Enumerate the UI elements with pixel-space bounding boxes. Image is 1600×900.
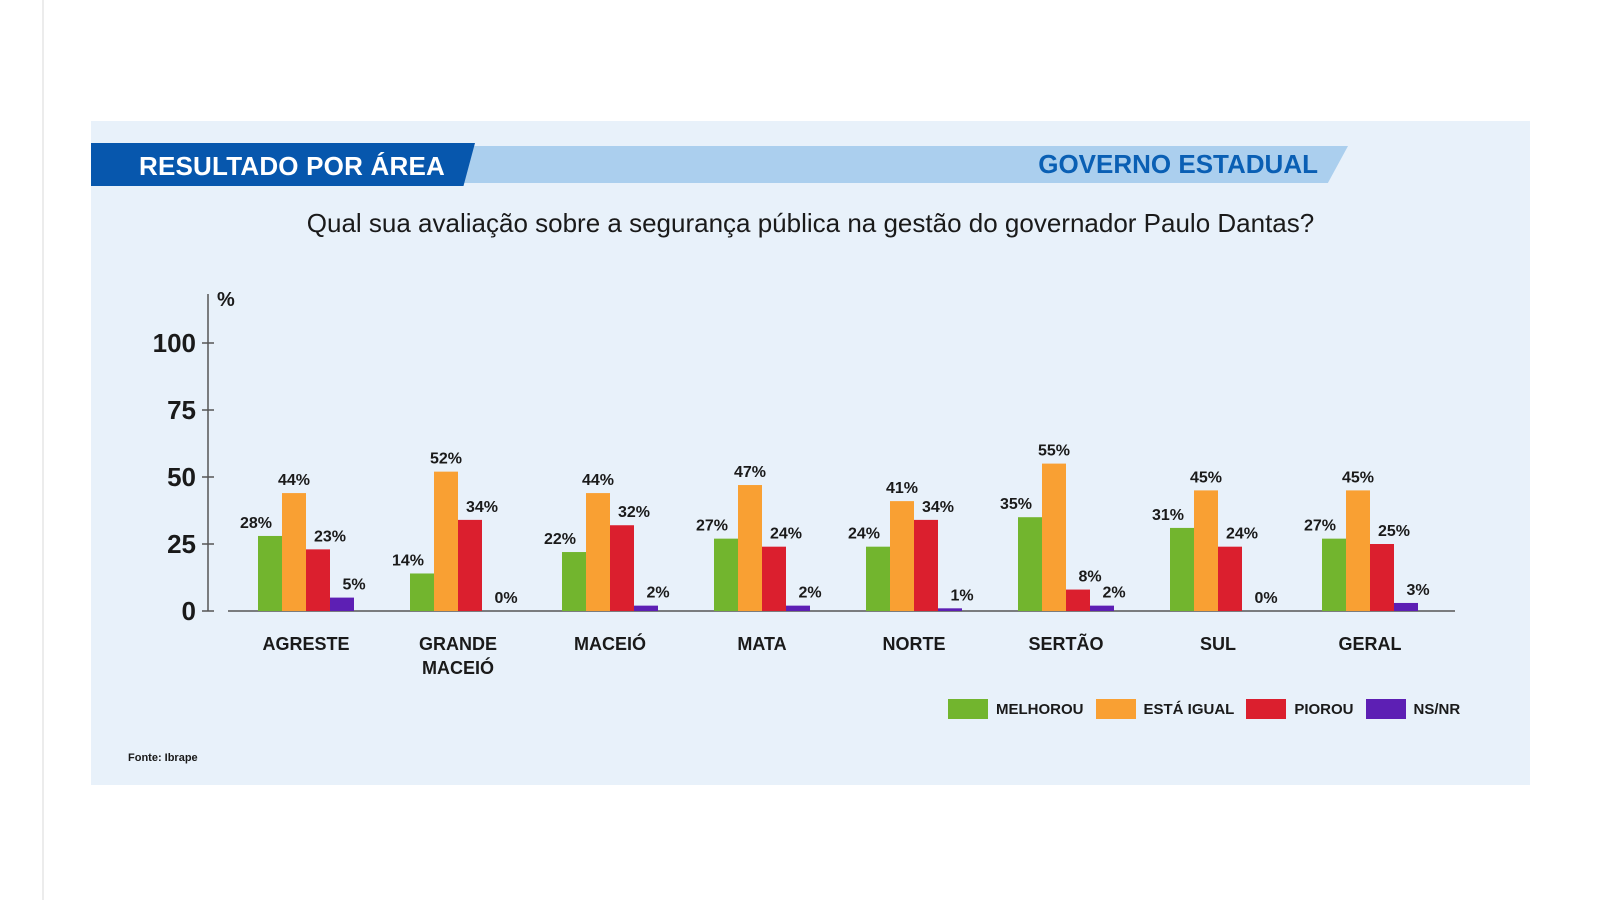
header-tab	[91, 143, 475, 186]
bar-data-label: 32%	[618, 504, 650, 521]
bar-data-label: 22%	[544, 531, 576, 548]
bar-data-label: 3%	[1406, 582, 1429, 599]
y-tick-label: 75	[167, 395, 196, 425]
bar-piorou	[1066, 589, 1090, 611]
bar-data-label: 34%	[466, 499, 498, 516]
bar-melhorou	[866, 546, 890, 611]
y-axis-unit-label: %	[217, 289, 235, 311]
bar-piorou	[458, 519, 482, 611]
legend-item: MELHOROU	[948, 699, 1084, 719]
chart-card	[91, 121, 1530, 785]
bar-data-label: 24%	[770, 526, 802, 543]
bar-piorou	[1218, 546, 1242, 611]
bar-piorou	[610, 525, 634, 611]
bar-data-label: 31%	[1152, 507, 1184, 524]
bar-est-igual	[586, 493, 610, 611]
legend-swatch	[1365, 699, 1406, 719]
x-category-label: MATA	[737, 634, 786, 654]
x-category-label: GERAL	[1339, 634, 1402, 654]
bar-melhorou	[714, 538, 738, 611]
bar-data-label: 41%	[886, 480, 918, 497]
legend-item: NS/NR	[1365, 699, 1461, 719]
bar-ns-nr	[1394, 602, 1418, 611]
x-category-label: SERTÃO	[1028, 633, 1103, 654]
bar-data-label: 27%	[696, 518, 728, 535]
legend-label: MELHOROU	[996, 700, 1084, 718]
x-category-label: MACEIÓ	[422, 657, 494, 678]
bar-ns-nr	[938, 608, 962, 611]
source-note: Fonte: Ibrape	[128, 752, 198, 764]
bar-data-label: 14%	[392, 552, 424, 569]
bar-data-label: 5%	[342, 577, 365, 594]
bar-melhorou	[1322, 538, 1346, 611]
bar-data-label: 25%	[1378, 523, 1410, 540]
bar-data-label: 1%	[950, 587, 973, 604]
survey-question: Qual sua avaliação sobre a segurança púb…	[306, 208, 1315, 238]
bar-est-igual	[434, 471, 458, 611]
x-category-label: AGRESTE	[262, 634, 349, 654]
bar-melhorou	[562, 552, 586, 611]
bar-data-label: 0%	[494, 590, 517, 607]
bar-data-label: 44%	[278, 472, 310, 489]
legend-item: PIOROU	[1246, 699, 1354, 719]
section-title: RESULTADO POR ÁREA	[139, 151, 445, 181]
bar-ns-nr	[786, 605, 810, 611]
bar-data-label: 47%	[734, 464, 766, 481]
x-category-label: MACEIÓ	[574, 633, 646, 654]
bar-ns-nr	[1090, 605, 1114, 611]
bar-data-label: 8%	[1078, 569, 1101, 586]
bar-data-label: 24%	[848, 526, 880, 543]
bar-piorou	[914, 519, 938, 611]
bar-melhorou	[1170, 527, 1194, 611]
x-category-label: GRANDE	[419, 634, 497, 654]
bar-est-igual	[1346, 490, 1370, 611]
y-tick-label: 100	[153, 328, 196, 358]
bar-piorou	[1370, 544, 1394, 611]
bar-data-label: 45%	[1342, 469, 1374, 486]
bar-melhorou	[410, 573, 434, 611]
bar-data-label: 45%	[1190, 469, 1222, 486]
legend-label: NS/NR	[1413, 700, 1461, 718]
bar-ns-nr	[634, 605, 658, 611]
legend-label: PIOROU	[1294, 700, 1354, 718]
legend-label: ESTÁ IGUAL	[1143, 700, 1235, 718]
legend-item: ESTÁ IGUAL	[1095, 699, 1235, 719]
bar-est-igual	[738, 485, 762, 611]
bar-piorou	[306, 549, 330, 611]
bar-data-label: 2%	[646, 585, 669, 602]
bar-data-label: 27%	[1304, 518, 1336, 535]
y-tick-label: 25	[167, 529, 196, 559]
bar-ns-nr	[330, 597, 354, 611]
bar-est-igual	[1194, 490, 1218, 611]
bar-data-label: 28%	[240, 515, 272, 532]
bar-data-label: 55%	[1038, 443, 1070, 460]
chart-legend: MELHOROU ESTÁ IGUAL PIOROU NS/NR	[948, 699, 1472, 719]
bar-melhorou	[1018, 517, 1042, 611]
y-tick-label: 0	[182, 596, 196, 626]
bar-data-label: 2%	[1102, 585, 1125, 602]
y-tick-label: 50	[167, 462, 196, 492]
bar-data-label: 35%	[1000, 496, 1032, 513]
legend-swatch	[948, 699, 988, 719]
bar-est-igual	[1042, 463, 1066, 611]
bar-data-label: 23%	[314, 528, 346, 545]
government-label: GOVERNO ESTADUAL	[1038, 149, 1318, 179]
bar-est-igual	[890, 501, 914, 611]
bar-data-label: 34%	[922, 499, 954, 516]
bar-data-label: 2%	[798, 585, 821, 602]
page-left-rule	[42, 0, 44, 900]
bar-est-igual	[282, 493, 306, 611]
x-category-label: NORTE	[883, 634, 946, 654]
bar-data-label: 44%	[582, 472, 614, 489]
bar-melhorou	[258, 535, 282, 611]
bar-data-label: 52%	[430, 451, 462, 468]
bar-data-label: 0%	[1254, 590, 1277, 607]
bar-data-label: 24%	[1226, 526, 1258, 543]
bar-piorou	[762, 546, 786, 611]
legend-swatch	[1246, 699, 1287, 719]
legend-swatch	[1095, 699, 1136, 719]
x-category-label: SUL	[1200, 634, 1236, 654]
